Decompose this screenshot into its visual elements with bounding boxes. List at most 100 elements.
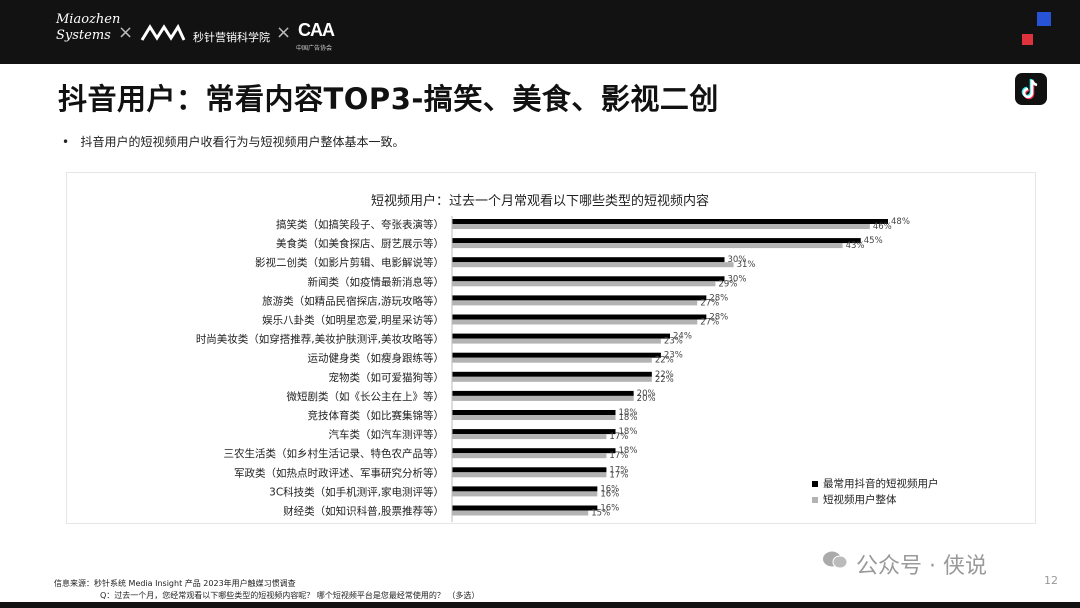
data-label: 28% (709, 313, 728, 323)
data-label: 18% (619, 413, 638, 423)
miaozhen-logo: Miaozhen Systems (56, 12, 121, 43)
bar (452, 357, 652, 363)
data-label: 17% (609, 432, 628, 442)
bar (452, 505, 598, 511)
category-label: 宠物类（如可爱猫狗等） (329, 371, 445, 384)
data-label: 46% (873, 222, 892, 232)
bar (452, 486, 598, 492)
bar (452, 219, 888, 224)
data-label: 18% (619, 446, 638, 456)
footer-source: 信息来源：秒针系统 Media Insight 产品 2023年用户触媒习惯调查 (54, 579, 296, 588)
bar (452, 300, 698, 306)
bullet-text: • 抖音用户的短视频用户收看行为与短视频用户整体基本一致。 (62, 135, 405, 149)
legend-label: 短视频用户整体 (823, 493, 897, 506)
data-label: 22% (655, 370, 674, 380)
category-label: 军政类（如热点时政评述、军事研究分析等） (234, 466, 444, 479)
category-label: 微短剧类（如《长公主在上》等） (287, 390, 445, 403)
category-label: 新闻类（如疫情最新消息等） (308, 275, 445, 288)
data-label: 27% (700, 318, 719, 328)
data-label: 30% (728, 274, 747, 284)
bar (452, 281, 716, 287)
miaozhen-institute-logo-icon (140, 24, 186, 41)
chart-title: 短视频用户：过去一个月常观看以下哪些类型的短视频内容 (370, 194, 709, 209)
bar (452, 434, 607, 440)
data-label: 22% (655, 356, 674, 366)
accent-square-red (1022, 34, 1033, 45)
bar (452, 390, 634, 396)
bar (452, 319, 698, 325)
data-label: 16% (600, 484, 619, 494)
data-label: 31% (737, 260, 756, 270)
legend-label: 最常用抖音的短视频用户 (823, 477, 939, 490)
data-label: 22% (655, 375, 674, 385)
category-label: 时尚美妆类（如穿搭推荐,美妆护肤测评,美妆攻略等） (196, 333, 444, 346)
bar (452, 257, 725, 263)
data-label: 18% (619, 427, 638, 437)
bar (452, 376, 652, 382)
legend-swatch (812, 497, 818, 503)
category-label: 财经类（如知识科普,股票推荐等） (283, 505, 444, 518)
bar (452, 352, 661, 358)
wechat-icon (822, 550, 848, 570)
data-label: 23% (664, 337, 683, 347)
bar (452, 510, 589, 516)
caa-subtitle: 中国广告协会 (296, 45, 333, 52)
data-label: 20% (637, 394, 656, 404)
category-label: 影视二创类（如影片剪辑、电影解说等） (255, 256, 444, 269)
data-label: 30% (728, 255, 747, 265)
legend-swatch (812, 481, 818, 487)
data-label: 17% (609, 470, 628, 480)
category-label: 汽车类（如汽车测评等） (329, 428, 445, 441)
data-label: 27% (700, 298, 719, 308)
tiktok-icon (1015, 73, 1047, 105)
bar (452, 314, 707, 320)
data-label: 18% (619, 408, 638, 418)
bar (452, 467, 607, 473)
institute-name: 秒针营销科学院 (193, 31, 270, 44)
caa-logo: CAA (298, 20, 335, 40)
bar (452, 224, 870, 229)
accent-square-blue (1037, 12, 1051, 26)
bar (452, 238, 861, 244)
data-label: 16% (600, 489, 619, 499)
chart-panel (66, 172, 1036, 524)
bar (452, 262, 734, 268)
bar (452, 295, 707, 301)
footer-bar (0, 602, 1080, 608)
footer-question: Q：过去一个月，您经常观看以下哪些类型的短视频内容呢？ 哪个短视频平台是您最经常… (100, 591, 480, 600)
bar (452, 333, 670, 339)
category-label: 娱乐八卦类（如明星恋爱,明星采访等） (262, 314, 444, 327)
bar (452, 338, 661, 344)
data-label: 20% (637, 389, 656, 399)
bar (452, 472, 607, 478)
category-label: 旅游类（如精品民宿探店,游玩攻略等） (262, 294, 444, 307)
page-title: 抖音用户：常看内容TOP3-搞笑、美食、影视二创 (58, 82, 719, 116)
data-label: 16% (600, 504, 619, 514)
data-label: 17% (609, 465, 628, 475)
data-label: 24% (673, 332, 692, 342)
watermark: 公众号 · 侠说 (856, 554, 987, 579)
bar (452, 453, 607, 459)
bar (452, 429, 616, 435)
page-number: 12 (1044, 574, 1058, 587)
bar (452, 491, 598, 497)
bar (452, 410, 616, 415)
data-label: 45% (864, 236, 883, 246)
category-label: 美食类（如美食探店、厨艺展示等） (276, 237, 444, 250)
data-label: 17% (609, 451, 628, 461)
category-label: 搞笑类（如搞笑段子、夸张表演等） (276, 218, 444, 231)
data-label: 29% (718, 279, 737, 289)
data-label: 48% (891, 217, 910, 227)
bar (452, 415, 616, 420)
bar (452, 243, 843, 249)
category-label: 竞技体育类（如比赛集锦等） (308, 409, 445, 422)
category-label: 运动健身类（如瘦身跟练等） (308, 352, 445, 365)
data-label: 15% (591, 509, 610, 519)
data-label: 43% (846, 241, 865, 251)
data-label: 28% (709, 293, 728, 303)
bar (452, 276, 725, 282)
category-label: 3C科技类（如手机测评,家电测评等） (269, 485, 444, 498)
category-label: 三农生活类（如乡村生活记录、特色农产品等） (224, 447, 445, 460)
bar (452, 395, 634, 401)
